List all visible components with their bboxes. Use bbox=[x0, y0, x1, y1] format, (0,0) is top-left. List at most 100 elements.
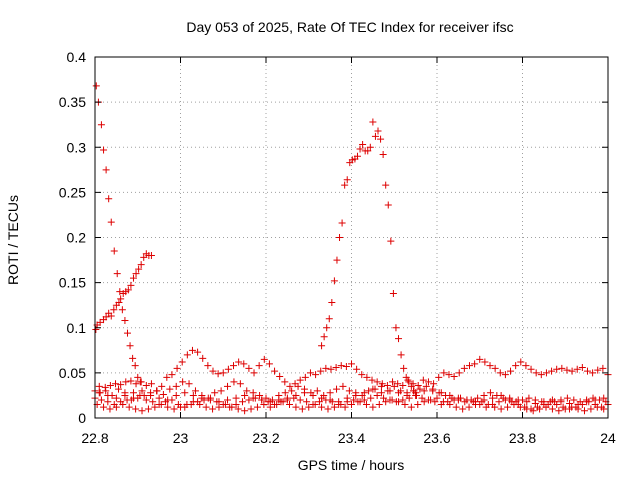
data-point bbox=[198, 394, 206, 402]
data-point bbox=[501, 371, 509, 379]
data-point bbox=[115, 298, 123, 306]
data-point bbox=[563, 366, 571, 374]
y-tick-label: 0.35 bbox=[59, 94, 86, 110]
data-point bbox=[286, 400, 294, 408]
data-point bbox=[309, 391, 317, 399]
data-point bbox=[561, 405, 569, 413]
data-point bbox=[199, 354, 207, 362]
data-point bbox=[397, 351, 405, 359]
data-point bbox=[553, 365, 561, 373]
data-point bbox=[481, 358, 489, 366]
data-point bbox=[369, 403, 377, 411]
data-point bbox=[97, 121, 105, 129]
data-point bbox=[286, 382, 294, 390]
data-point bbox=[455, 369, 463, 377]
data-point bbox=[341, 403, 349, 411]
data-point bbox=[138, 387, 146, 395]
data-point bbox=[129, 354, 137, 362]
data-point bbox=[303, 398, 311, 406]
data-point bbox=[583, 398, 591, 406]
data-point bbox=[422, 382, 430, 390]
x-tick-label: 22.8 bbox=[81, 430, 108, 446]
data-point bbox=[104, 398, 112, 406]
data-point bbox=[102, 313, 110, 321]
data-point bbox=[380, 394, 388, 402]
data-point bbox=[107, 312, 115, 320]
data-point bbox=[350, 396, 358, 404]
data-point bbox=[313, 387, 321, 395]
data-point bbox=[183, 400, 191, 408]
data-point bbox=[368, 376, 376, 384]
data-point bbox=[589, 369, 597, 377]
data-point bbox=[317, 367, 325, 375]
data-point bbox=[202, 403, 210, 411]
data-point bbox=[135, 265, 143, 273]
data-point bbox=[384, 201, 392, 209]
data-point bbox=[409, 380, 417, 388]
x-axis-label: GPS time / hours bbox=[298, 457, 405, 473]
data-point bbox=[366, 143, 374, 151]
data-point bbox=[404, 376, 412, 384]
data-point bbox=[362, 400, 370, 408]
data-point bbox=[491, 403, 499, 411]
data-point bbox=[548, 405, 556, 413]
data-point bbox=[122, 378, 130, 386]
data-point bbox=[110, 306, 118, 314]
data-point bbox=[358, 371, 366, 379]
data-point bbox=[360, 396, 368, 404]
data-point bbox=[395, 335, 403, 343]
data-point bbox=[116, 288, 124, 296]
data-point bbox=[157, 400, 165, 408]
data-point bbox=[262, 394, 270, 402]
data-point bbox=[497, 391, 505, 399]
x-tick-label: 24 bbox=[600, 430, 616, 446]
data-point bbox=[124, 286, 132, 294]
data-point bbox=[375, 400, 383, 408]
y-tick-label: 0.05 bbox=[59, 365, 86, 381]
data-point bbox=[377, 389, 385, 397]
data-point bbox=[318, 342, 326, 350]
data-point bbox=[563, 394, 571, 402]
data-point bbox=[301, 373, 309, 381]
data-point bbox=[471, 360, 479, 368]
data-point bbox=[163, 373, 171, 381]
data-point bbox=[137, 261, 145, 269]
data-point bbox=[300, 389, 308, 397]
data-point bbox=[600, 405, 608, 413]
data-point bbox=[172, 391, 180, 399]
data-point bbox=[555, 407, 563, 415]
data-point bbox=[389, 378, 397, 386]
data-point bbox=[336, 234, 344, 241]
data-point bbox=[536, 405, 544, 413]
data-point bbox=[240, 360, 248, 368]
data-point bbox=[179, 378, 187, 386]
data-point bbox=[510, 400, 518, 408]
data-point bbox=[330, 403, 338, 411]
data-point bbox=[450, 396, 458, 404]
data-point bbox=[95, 382, 103, 390]
data-point bbox=[129, 274, 137, 282]
data-point bbox=[245, 364, 253, 372]
data-point bbox=[196, 400, 204, 408]
data-point bbox=[305, 403, 313, 411]
data-point bbox=[348, 360, 355, 368]
x-tick-label: 23 bbox=[173, 430, 189, 446]
data-point bbox=[548, 367, 556, 375]
data-point bbox=[365, 387, 373, 395]
data-point bbox=[275, 396, 283, 404]
x-tick-label: 23.4 bbox=[338, 430, 365, 446]
data-point bbox=[437, 389, 445, 397]
data-point bbox=[400, 364, 408, 372]
data-point bbox=[209, 367, 217, 375]
data-point bbox=[112, 394, 120, 402]
data-point bbox=[123, 329, 131, 337]
data-point bbox=[312, 371, 320, 379]
y-tick-label: 0.25 bbox=[59, 184, 86, 200]
data-point bbox=[480, 396, 488, 404]
data-point bbox=[345, 387, 353, 395]
data-point bbox=[343, 176, 351, 184]
data-point bbox=[495, 398, 503, 406]
data-point bbox=[542, 403, 550, 411]
data-point bbox=[496, 369, 504, 377]
